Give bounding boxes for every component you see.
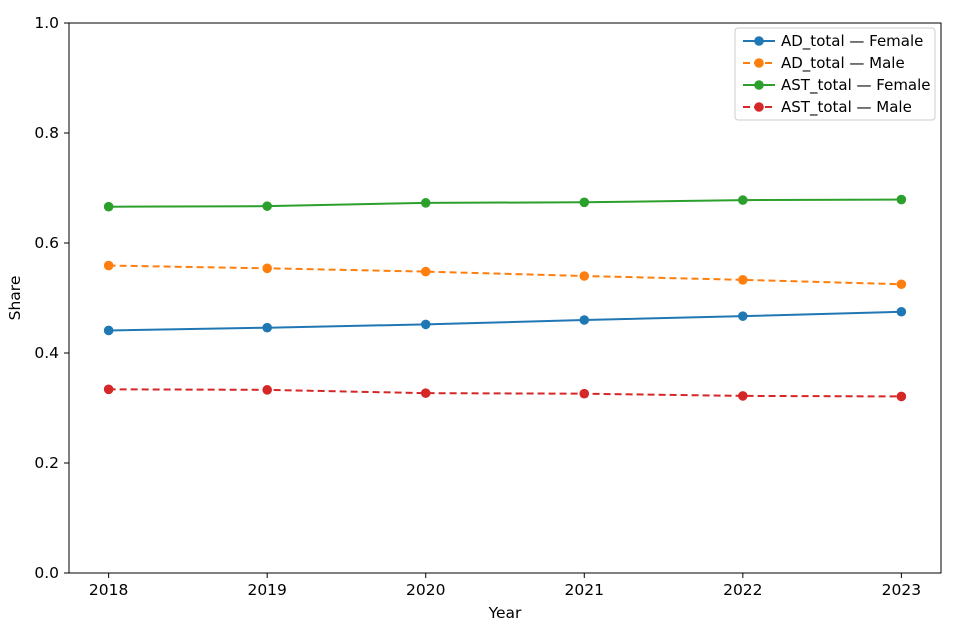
- data-point-marker: [896, 194, 907, 205]
- data-point-marker: [103, 325, 114, 336]
- series-line-3: [108, 388, 902, 398]
- data-point-marker: [896, 279, 907, 290]
- data-point-marker: [420, 319, 431, 330]
- legend-label: AST_total — Female: [781, 76, 931, 95]
- legend-sample-marker: [754, 58, 764, 68]
- data-point-marker: [738, 311, 748, 321]
- data-point-marker: [579, 271, 590, 281]
- data-point-marker: [738, 195, 748, 205]
- x-tick-label: 2019: [247, 581, 286, 599]
- x-tick-label: 2018: [89, 581, 128, 599]
- series-line-1: [108, 264, 902, 286]
- data-point-marker: [262, 263, 272, 274]
- data-point-marker: [103, 384, 114, 395]
- data-point-marker: [103, 260, 114, 271]
- data-point-marker: [896, 306, 907, 317]
- legend-item: AST_total — Female: [743, 76, 931, 95]
- data-point-marker: [579, 315, 590, 325]
- legend-sample-marker: [754, 80, 764, 90]
- legend-sample-marker: [754, 102, 764, 112]
- legend-label: AST_total — Male: [781, 98, 912, 117]
- data-point-marker: [262, 322, 272, 333]
- legend-label: AD_total — Female: [781, 32, 923, 51]
- y-tick-label: 0.2: [34, 454, 59, 472]
- data-point-marker: [738, 275, 748, 285]
- data-point-marker: [738, 391, 748, 401]
- y-tick-label: 0.0: [34, 564, 59, 582]
- legend: AD_total — Female AD_total — Male AST_tota…: [734, 27, 936, 121]
- legend-item: AD_total — Male: [743, 54, 905, 73]
- x-axis-label: Year: [488, 604, 522, 622]
- series-line-2: [108, 198, 902, 208]
- legend-item: AST_total — Male: [743, 98, 912, 117]
- data-point-marker: [262, 201, 272, 211]
- y-tick-label: 1.0: [34, 14, 59, 32]
- data-point-marker: [579, 197, 590, 208]
- legend-box: [734, 27, 936, 121]
- y-axis-label: Share: [6, 276, 24, 321]
- data-point-marker: [420, 266, 431, 277]
- plot-border: [68, 22, 942, 574]
- legend-label: AD_total — Male: [781, 54, 905, 73]
- x-tick-label: 2023: [882, 581, 921, 599]
- data-point-marker: [262, 385, 272, 395]
- y-tick-label: 0.4: [34, 344, 59, 362]
- x-tick-label: 2020: [406, 581, 445, 599]
- x-tick-label: 2021: [565, 581, 604, 599]
- legend-item: AD_total — Female: [743, 32, 923, 51]
- y-tick-label: 0.6: [34, 234, 59, 252]
- data-point-marker: [103, 201, 114, 212]
- y-tick-label: 0.8: [34, 124, 59, 142]
- data-point-marker: [896, 391, 907, 402]
- data-point-marker: [579, 388, 590, 399]
- data-point-marker: [420, 388, 431, 398]
- series-line-0: [108, 310, 902, 332]
- x-tick-label: 2022: [723, 581, 762, 599]
- data-point-marker: [420, 198, 431, 208]
- legend-sample-marker: [754, 36, 764, 46]
